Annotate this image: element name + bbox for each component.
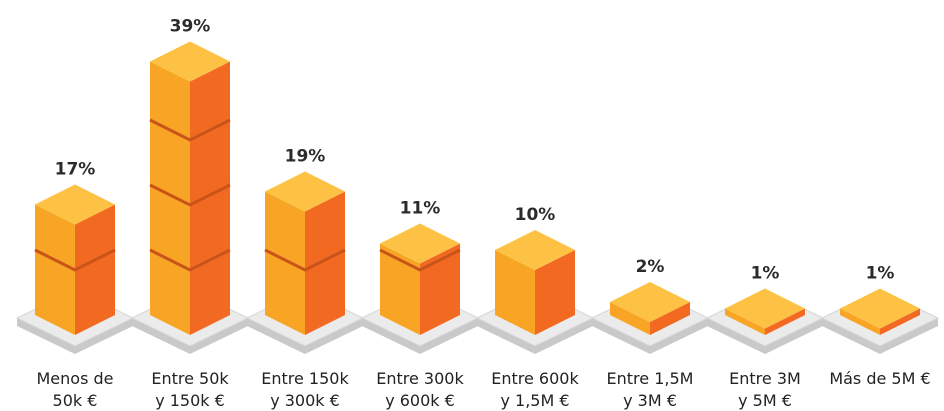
bar-side: [535, 250, 575, 335]
x-tick-label-line: Entre 3M: [729, 369, 801, 388]
bar: [264, 171, 346, 335]
bar-side: [75, 204, 115, 335]
value-label: 19%: [285, 147, 326, 167]
bar-seam: [149, 248, 231, 272]
x-tick-label-line: 50k €: [53, 391, 98, 410]
x-tick-label: Más de 5M €: [829, 369, 930, 388]
bar-side: [650, 302, 690, 335]
value-label: 39%: [170, 17, 211, 37]
bar-front: [265, 191, 305, 335]
x-tick-label-line: y 1,5M €: [500, 391, 569, 410]
bar-top: [840, 288, 920, 329]
platform-side: [477, 318, 593, 354]
value-label: 17%: [55, 160, 96, 180]
bar-front: [495, 250, 535, 335]
bar: [725, 288, 805, 335]
x-tick-label: Entre 1,5M y 3M €: [607, 369, 694, 410]
bar-seam: [149, 118, 231, 142]
x-tick-label-line: y 3M €: [623, 391, 677, 410]
bar-front: [150, 61, 190, 335]
bar-top: [610, 282, 690, 322]
x-tick-label: Entre 600k y 1,5M €: [491, 369, 579, 410]
platform-side: [247, 318, 363, 354]
x-tick-label: Entre 50k y 150k €: [151, 369, 229, 410]
x-tick-label-line: y 5M €: [738, 391, 792, 410]
value-label: 10%: [515, 205, 556, 225]
bar: [840, 288, 920, 335]
bar: [610, 282, 690, 335]
bar-top: [495, 230, 575, 270]
bar-front: [725, 308, 765, 335]
x-tick-label-line: y 600k €: [385, 391, 455, 410]
x-tick-label-line: Entre 50k: [151, 369, 229, 388]
bar-seam: [264, 248, 346, 272]
bar-side: [305, 191, 345, 335]
x-tick-label-line: Entre 300k: [376, 369, 464, 388]
platform-side: [822, 318, 938, 354]
bar-side: [190, 61, 230, 335]
bar-seam: [149, 183, 231, 207]
x-tick-label: Menos de 50k €: [37, 369, 114, 410]
bar: [379, 223, 461, 335]
bar-side: [765, 308, 805, 335]
x-tick-label-line: Entre 150k: [261, 369, 349, 388]
bar: [149, 41, 231, 335]
bar-top: [725, 288, 805, 329]
value-label: 2%: [636, 257, 665, 277]
platform-side: [132, 318, 248, 354]
bar-top: [35, 184, 115, 225]
bar-seam: [379, 248, 461, 272]
bar-seam: [34, 248, 116, 272]
platform-side: [707, 318, 823, 354]
bar: [34, 184, 116, 335]
bar-front: [840, 308, 880, 335]
x-tick-label: Entre 150k y 300k €: [261, 369, 349, 410]
bar-top: [380, 223, 460, 264]
x-tick-label: Entre 3M y 5M €: [729, 369, 801, 410]
bar-front: [610, 302, 650, 335]
platform-side: [592, 318, 708, 354]
bar-top: [265, 171, 345, 212]
x-tick-label: Entre 300k y 600k €: [376, 369, 464, 410]
x-tick-label-line: y 150k €: [155, 391, 225, 410]
platform-side: [362, 318, 478, 354]
x-tick-label-line: y 300k €: [270, 391, 340, 410]
value-label: 1%: [866, 264, 895, 284]
value-label: 1%: [751, 264, 780, 284]
value-label: 11%: [400, 199, 441, 219]
x-tick-label-line: Entre 600k: [491, 369, 579, 388]
bar-front: [35, 204, 75, 335]
bar-side: [880, 308, 920, 335]
bar: [495, 230, 575, 335]
x-tick-label-line: Menos de: [37, 369, 114, 388]
platform-side: [17, 318, 133, 354]
bar-top: [150, 41, 230, 82]
x-tick-label-line: Entre 1,5M: [607, 369, 694, 388]
x-tick-label-line: Más de 5M €: [829, 369, 930, 388]
